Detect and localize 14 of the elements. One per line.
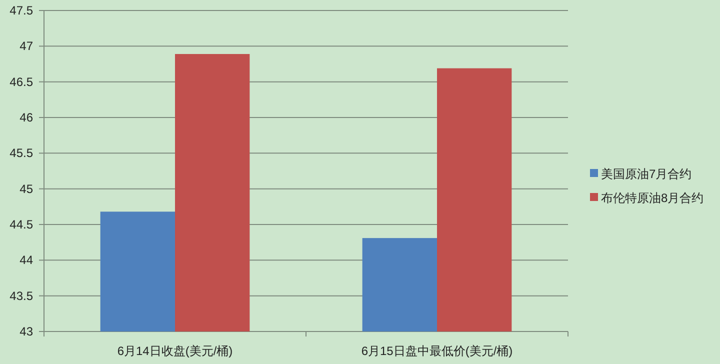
xtick-label: 6月14日收盘(美元/桶) — [117, 344, 233, 358]
ytick-label: 44.5 — [10, 218, 33, 232]
ytick-label: 46 — [20, 110, 33, 124]
ytick-label: 45 — [20, 182, 33, 196]
legend-label: 美国原油7月合约 — [601, 167, 692, 181]
ytick-label: 47.5 — [10, 4, 33, 18]
ytick-label: 44 — [20, 253, 33, 268]
ytick-label: 46.5 — [10, 74, 33, 89]
ytick-label: 45.5 — [10, 146, 33, 160]
xtick-label: 6月15日盘中最低价(美元/桶) — [361, 344, 513, 358]
legend-label: 布伦特原油8月合约 — [601, 191, 704, 205]
ytick-label: 43.5 — [10, 288, 33, 303]
ytick-label: 47 — [20, 39, 33, 54]
ytick-label: 43 — [20, 324, 33, 338]
